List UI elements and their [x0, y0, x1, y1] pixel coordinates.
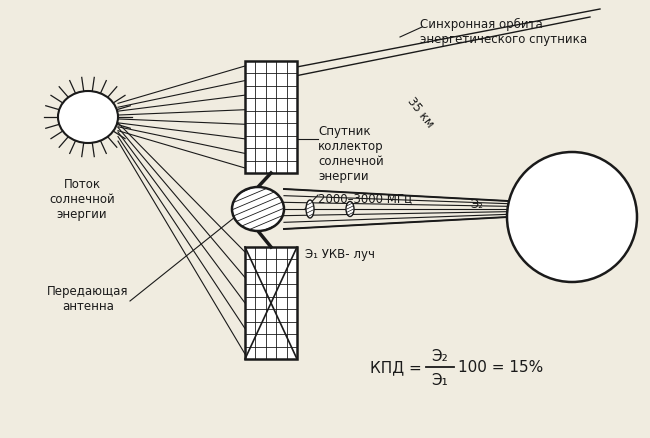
Bar	[245, 247, 297, 359]
Text: Э₂: Э₂	[432, 349, 448, 364]
Text: Э₂: Э₂	[470, 198, 483, 211]
Ellipse shape	[232, 187, 284, 231]
Text: 35 км: 35 км	[405, 95, 437, 130]
Text: Земля: Земля	[551, 201, 593, 214]
Ellipse shape	[58, 92, 118, 144]
Text: Передающая
антенна: Передающая антенна	[47, 284, 129, 312]
Text: Э₁ УКВ- луч: Э₁ УКВ- луч	[305, 247, 375, 261]
Text: Спутник
коллектор
солнечной
энергии: Спутник коллектор солнечной энергии	[318, 125, 383, 183]
Ellipse shape	[306, 201, 314, 219]
Text: КПД =: КПД =	[370, 360, 422, 374]
Text: 2000–3000 МГц: 2000–3000 МГц	[318, 191, 412, 205]
Text: 100 = 15%: 100 = 15%	[458, 360, 543, 374]
Text: Поток
солнечной
энергии: Поток солнечной энергии	[49, 177, 115, 220]
Text: Приемная
антенна: Приемная антенна	[541, 252, 603, 280]
Bar	[245, 62, 297, 173]
Ellipse shape	[346, 202, 354, 217]
Text: Синхронная орбита
энергетического спутника: Синхронная орбита энергетического спутни…	[420, 18, 587, 46]
Ellipse shape	[507, 153, 637, 283]
Text: Э₁: Э₁	[432, 373, 448, 388]
